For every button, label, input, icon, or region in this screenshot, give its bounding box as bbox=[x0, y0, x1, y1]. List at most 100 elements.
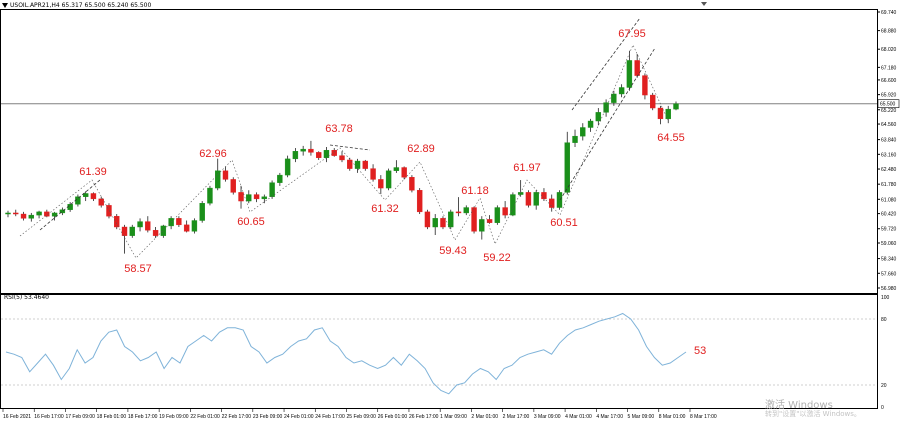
candle-body bbox=[261, 196, 268, 200]
current-price-label: 65.500 bbox=[880, 102, 896, 108]
price-annotation: 67.95 bbox=[618, 28, 646, 40]
candle-body bbox=[416, 190, 423, 213]
time-tick-label: 24 Feb 01:00 bbox=[284, 414, 314, 420]
candle-body bbox=[370, 168, 376, 180]
candle-body bbox=[82, 193, 89, 197]
price-tick-label: 65.220 bbox=[881, 108, 897, 114]
candle-body bbox=[618, 87, 625, 95]
candle-body bbox=[634, 60, 640, 76]
candle-body bbox=[556, 192, 563, 208]
candle-body bbox=[385, 170, 392, 189]
candle-body bbox=[642, 75, 648, 96]
candle-body bbox=[59, 209, 66, 214]
candle-body bbox=[253, 194, 260, 200]
candle-body bbox=[176, 218, 182, 226]
candle-body bbox=[121, 226, 128, 236]
candle-body bbox=[152, 230, 159, 236]
candle-body bbox=[572, 135, 578, 143]
candle-body bbox=[67, 204, 73, 210]
candle-body bbox=[471, 207, 477, 232]
symbol-header: USOIL.APR21,H4 65.317 65.500 65.240 65.5… bbox=[10, 2, 152, 9]
candle-body bbox=[106, 205, 112, 217]
trend-channel-line bbox=[39, 179, 101, 231]
time-tick-label: 18 Feb 17:00 bbox=[128, 414, 158, 420]
time-tick-label: 24 Feb 17:00 bbox=[315, 414, 345, 420]
candle-body bbox=[207, 187, 213, 204]
time-tick-label: 18 Feb 01:00 bbox=[97, 414, 127, 420]
candle-body bbox=[284, 158, 291, 176]
candle-body bbox=[323, 150, 330, 158]
price-annotation: 61.97 bbox=[513, 162, 541, 174]
chart-menu-icon[interactable] bbox=[2, 3, 8, 8]
rsi-level-label: 80 bbox=[881, 317, 887, 323]
rsi-level-label: 20 bbox=[881, 383, 887, 389]
candle-body bbox=[331, 150, 337, 156]
price-tick-label: 61.080 bbox=[881, 197, 897, 203]
time-tick-label: 2 Mar 17:00 bbox=[503, 414, 530, 420]
price-annotation: 58.57 bbox=[124, 263, 152, 275]
candle-body bbox=[129, 226, 135, 236]
candle-body bbox=[36, 211, 42, 216]
rsi-level-label: 100 bbox=[881, 295, 890, 301]
candle-body bbox=[222, 170, 229, 180]
time-tick-label: 5 Mar 09:00 bbox=[628, 414, 655, 420]
candle-body bbox=[168, 218, 174, 227]
time-tick-label: 19 Feb 09:00 bbox=[159, 414, 189, 420]
price-annotation: 64.55 bbox=[657, 132, 685, 144]
time-tick-label: 8 Mar 17:00 bbox=[690, 414, 717, 420]
price-tick-label: 63.160 bbox=[881, 152, 897, 158]
price-tick-label: 63.840 bbox=[881, 138, 897, 144]
time-tick-label: 22 Feb 01:00 bbox=[190, 414, 220, 420]
price-tick-label: 64.560 bbox=[881, 122, 897, 128]
chevron-down-icon[interactable] bbox=[701, 2, 707, 6]
candle-body bbox=[90, 193, 97, 200]
price-tick-label: 58.340 bbox=[881, 257, 897, 263]
candle-body bbox=[44, 211, 50, 217]
time-tick-label: 23 Feb 09:00 bbox=[253, 414, 283, 420]
candle-body bbox=[238, 192, 244, 202]
candle-body bbox=[137, 221, 143, 228]
candle-body bbox=[549, 198, 555, 208]
price-annotation: 63.78 bbox=[325, 123, 353, 135]
price-annotation: 61.39 bbox=[79, 166, 107, 178]
price-annotation: 62.96 bbox=[199, 148, 227, 160]
candle-body bbox=[114, 215, 120, 228]
candle-body bbox=[510, 194, 516, 216]
candle-body bbox=[432, 218, 438, 228]
price-annotation: 60.51 bbox=[550, 217, 578, 229]
candle-body bbox=[183, 224, 190, 232]
candle-body bbox=[378, 179, 384, 189]
price-tick-label: 69.740 bbox=[881, 10, 897, 16]
trend-channel-line bbox=[329, 144, 371, 151]
candle-body bbox=[20, 213, 27, 219]
time-tick-label: 4 Mar 17:00 bbox=[596, 414, 623, 420]
candle-body bbox=[525, 192, 532, 206]
current-price-box bbox=[877, 99, 900, 109]
price-tick-label: 62.480 bbox=[881, 167, 897, 173]
price-tick-label: 59.720 bbox=[881, 227, 897, 233]
candle-body bbox=[463, 207, 469, 214]
candle-body bbox=[51, 212, 58, 217]
candle-body bbox=[595, 112, 602, 122]
price-tick-label: 57.660 bbox=[881, 271, 897, 277]
time-tick-label: 25 Feb 09:00 bbox=[347, 414, 377, 420]
candle-body bbox=[455, 211, 462, 214]
activation-watermark-sub: 转到"设置"以激活 Windows。 bbox=[765, 410, 861, 418]
candle-body bbox=[230, 179, 236, 193]
candle-body bbox=[98, 198, 104, 206]
trend-channel-line bbox=[571, 17, 641, 111]
candle-body bbox=[13, 212, 19, 215]
rsi-line bbox=[5, 312, 687, 395]
candle-body bbox=[393, 167, 400, 171]
time-tick-label: 4 Mar 01:00 bbox=[565, 414, 592, 420]
time-tick-label: 2 Mar 01:00 bbox=[471, 414, 498, 420]
candle-body bbox=[339, 155, 345, 161]
time-tick-label: 22 Feb 17:00 bbox=[222, 414, 252, 420]
price-annotation: 59.22 bbox=[483, 252, 511, 264]
candle-body bbox=[277, 174, 283, 183]
time-tick-label: 8 Mar 01:00 bbox=[659, 414, 686, 420]
candle-body bbox=[315, 152, 322, 158]
candle-body bbox=[657, 107, 664, 120]
price-tick-label: 68.880 bbox=[881, 29, 897, 35]
